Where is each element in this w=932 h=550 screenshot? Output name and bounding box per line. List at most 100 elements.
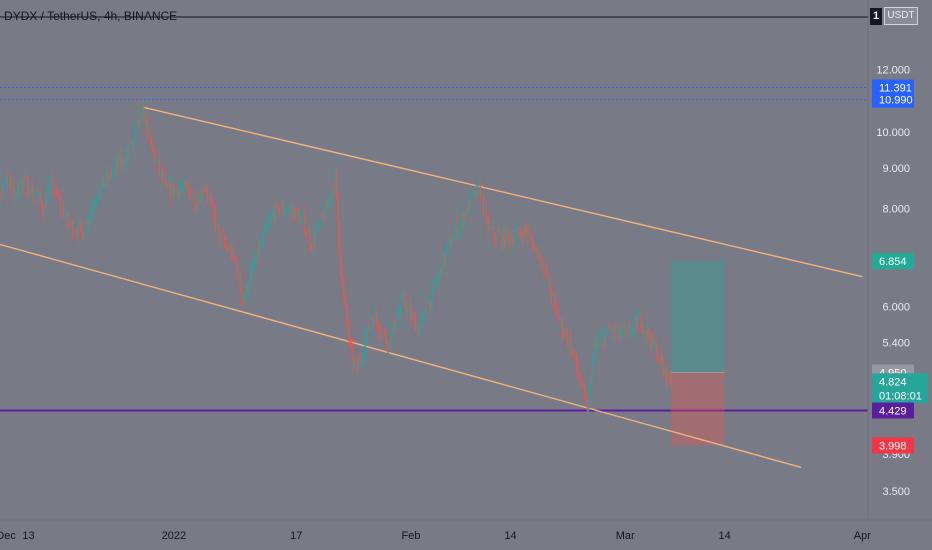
candle-body-down [172,183,174,195]
candle-body-down [309,230,311,246]
candle-body-down [340,250,342,272]
candle-body-up [437,275,440,282]
candle-body-down [273,212,275,221]
candle-body-down [13,185,15,199]
candle-body-down [247,284,249,292]
candle-body-down [661,355,663,365]
candle-body-down [375,311,378,321]
candle-body-up [589,377,591,391]
candle-body-up [191,198,193,202]
candle-body-up [631,326,633,334]
candle-body-up [50,177,52,184]
candle-body-up [597,343,599,346]
candle-body-up [96,198,99,202]
candle-body-down [76,233,78,239]
candle-body-down [520,232,522,235]
candle-body-down [293,209,295,221]
candle-body-down [165,179,167,183]
candle-body-down [146,116,148,136]
candle-body-up [284,212,286,214]
candle-body-down [202,187,204,193]
candle-body-down [56,187,58,196]
candle-body-up [459,221,461,230]
candle-body-down [42,210,44,216]
candle-body-down [82,233,85,239]
channel-upper-line[interactable] [143,106,863,278]
candle-body-up [382,330,384,335]
candle-body-up [453,233,455,242]
candle-body-up [316,223,319,232]
candle-body-down [290,207,292,212]
candle-body-down [541,263,543,271]
candle-body-down [414,316,416,333]
candle-body-up [654,343,657,345]
candle-body-up [98,195,100,199]
candle-body-up [264,227,266,235]
long-position-tool[interactable] [671,261,725,446]
candle-body-down [360,358,362,360]
candle-body-up [47,192,49,208]
currency-button[interactable]: USDT [884,7,918,25]
loss-zone[interactable] [671,372,725,446]
candle-body-up [115,161,117,167]
candle-body-down [670,380,672,385]
candle-body-up [289,207,291,209]
candle-body-up [140,111,142,125]
candle-body-down [572,347,574,355]
candle-body-down [557,309,559,319]
candle-body-up [48,183,50,193]
candle-body-down [120,155,122,165]
candle-body-up [281,205,283,212]
candle-body-up [129,141,131,153]
candle-body-up [137,119,139,125]
candle-body-down [558,318,560,320]
candle-body-up [399,310,401,316]
candle-body-down [540,254,542,264]
candle-body-down [149,127,151,138]
candle-body-down [462,213,464,224]
candle-body-down [154,150,156,162]
candle-body-up [141,106,143,112]
candle-body-up [86,220,88,234]
candle-body-down [591,377,593,379]
candle-body-up [592,356,595,378]
candle-body-down [585,391,587,399]
candle-body-down [465,211,467,215]
candle-body-up [228,248,230,252]
candle-body-down [185,181,187,186]
candle-body-up [220,236,223,246]
candle-body-up [659,355,661,362]
candle-body-down [276,203,278,205]
candle-body-down [213,203,215,214]
candle-body-up [464,211,466,224]
parallel-channel[interactable] [0,106,863,469]
candle-body-up [267,223,269,228]
candle-body-up [630,333,632,335]
time-scale[interactable] [0,520,932,550]
candle-body-down [551,291,553,301]
candle-body-down [526,229,528,236]
candle-body-down [223,237,226,245]
candle-body-up [251,264,254,272]
plot-area[interactable] [0,0,868,520]
candle-body-down [143,106,145,122]
candle-body-up [180,187,182,189]
candle-body-down [130,141,133,145]
candle-body-up [400,299,402,311]
candle-body-up [121,156,123,165]
candle-body-down [62,206,64,219]
candle-body-down [603,335,605,346]
channel-lower-line[interactable] [0,240,802,469]
candle-body-down [169,183,171,198]
candle-body-down [566,331,568,345]
candle-body-up [275,203,277,221]
candle-body-up [374,311,376,323]
candle-body-up [560,318,562,320]
candle-body-down [427,313,429,315]
candle-body-down [298,212,300,224]
candle-body-up [523,226,525,241]
profit-zone[interactable] [671,261,725,373]
price-label-value: 3.998 [879,441,907,453]
candle-body-up [315,231,317,244]
